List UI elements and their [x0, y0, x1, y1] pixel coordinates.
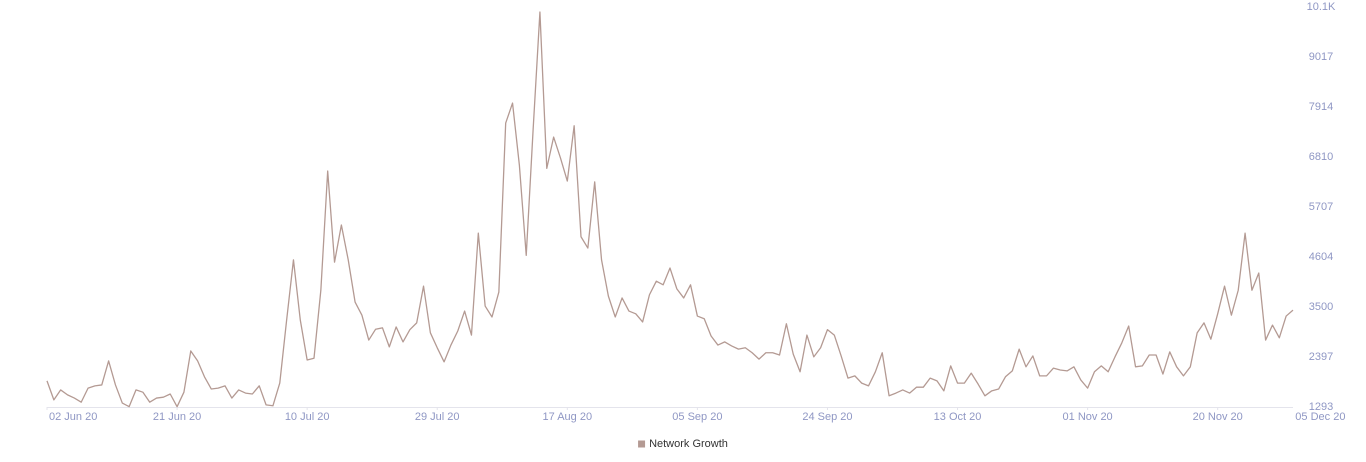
x-tick-label: 13 Oct 20	[934, 411, 982, 423]
line	[46, 11, 1294, 408]
x-tick-label: 20 Nov 20	[1193, 411, 1243, 423]
x-tick-label: 24 Sep 20	[802, 411, 852, 423]
x-tick-label: 17 Aug 20	[543, 411, 593, 423]
x-tick-label: 29 Jul 20	[415, 411, 460, 423]
x-tick-label: 05 Dec 20	[1295, 411, 1345, 423]
x-tick-label: 05 Sep 20	[672, 411, 722, 423]
x-tick-label: 02 Jun 20	[49, 411, 97, 423]
x-tick-label: 01 Nov 20	[1063, 411, 1113, 423]
y-tick-label: 6810	[1309, 151, 1333, 163]
y-tick-label: 4604	[1309, 251, 1333, 263]
y-tick-label: 3500	[1309, 301, 1333, 313]
y-tick-label: 10.1K	[1307, 1, 1336, 13]
legend-label: Network Growth	[649, 438, 728, 450]
x-tick-label: 21 Jun 20	[153, 411, 201, 423]
y-tick-label: 5707	[1309, 201, 1333, 213]
y-tick-label: 7914	[1309, 101, 1333, 113]
y-tick-label: 1293	[1309, 401, 1333, 413]
y-tick-label: 9017	[1309, 51, 1333, 63]
y-tick-label: 2397	[1309, 351, 1333, 363]
legend-swatch	[638, 440, 646, 448]
x-tick-label: 10 Jul 20	[285, 411, 330, 423]
